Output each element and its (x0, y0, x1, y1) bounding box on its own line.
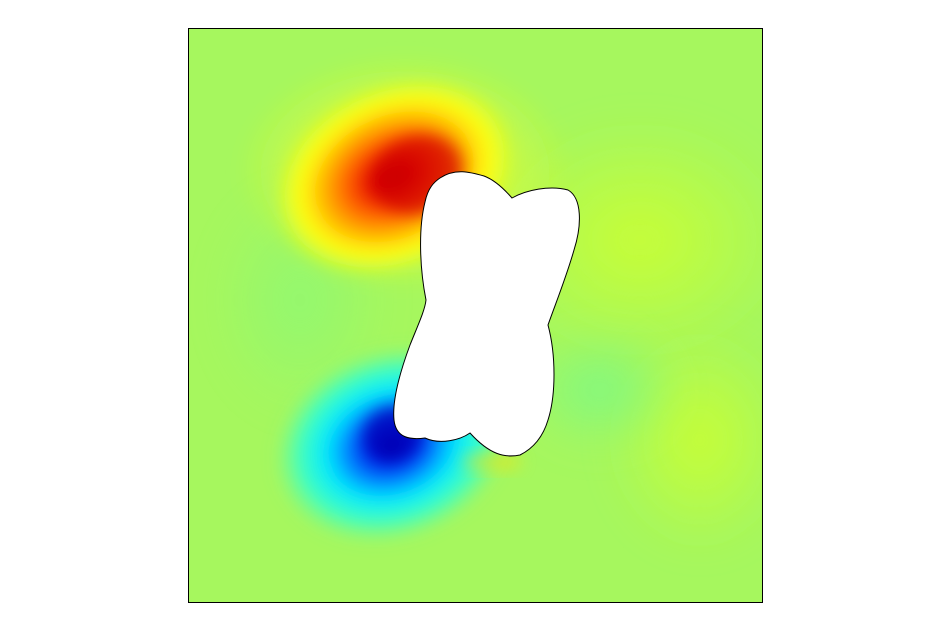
hole-shape (393, 171, 580, 457)
yellow-streak (462, 454, 522, 470)
cool-region-right (520, 330, 680, 450)
field-layer (188, 28, 763, 603)
plot-frame (188, 28, 763, 603)
